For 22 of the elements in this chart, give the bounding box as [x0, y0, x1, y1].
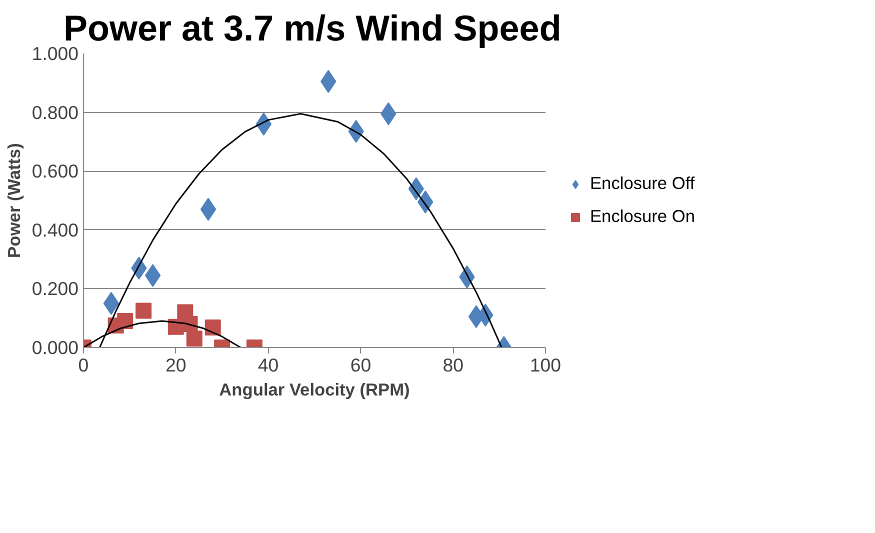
y-axis-title: Power (Watts) [4, 143, 24, 258]
legend-label: Enclosure Off [590, 173, 695, 194]
point [186, 330, 202, 347]
x-axis-title: Angular Velocity (RPM) [219, 380, 410, 400]
x-tick-label: 80 [442, 354, 464, 376]
y-tick-label: 0.000 [32, 337, 78, 358]
point [136, 302, 152, 319]
x-tick-label: 100 [530, 354, 562, 376]
y-tick-label: 0.400 [32, 219, 78, 240]
point [117, 313, 134, 330]
point [200, 198, 216, 221]
x-tick-label: 60 [350, 354, 372, 376]
point [204, 320, 221, 336]
y-tick-label: 0.800 [32, 102, 78, 123]
legend-label: Enclosure On [590, 206, 695, 227]
x-tick-label: 40 [258, 354, 279, 376]
point [144, 264, 161, 287]
y-tick-label: 0.200 [32, 278, 78, 300]
x-tick-label: 0 [78, 354, 89, 376]
point [103, 292, 120, 315]
y-tick-label: 0.600 [32, 160, 78, 182]
x-tick-label: 20 [166, 354, 186, 376]
